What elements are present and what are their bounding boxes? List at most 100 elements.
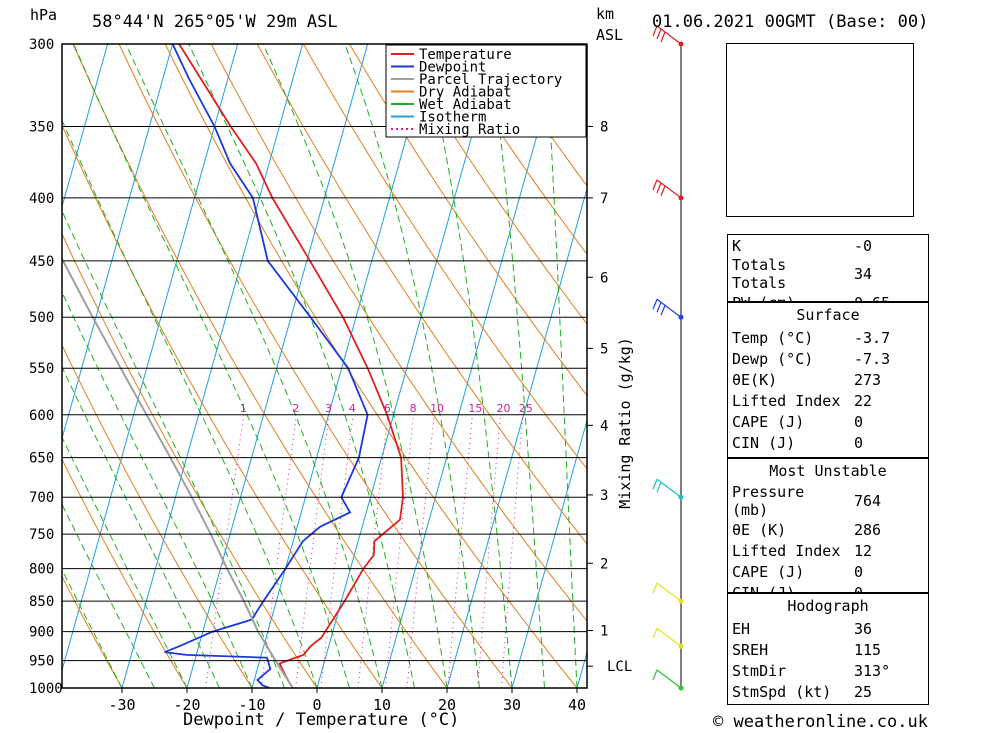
legend-box [385, 44, 587, 138]
isotherm-line [62, 44, 109, 209]
index-value: -7.3 [854, 349, 891, 368]
wet-adiabat-line [188, 44, 415, 688]
hodograph-table: EH 36 SREH 115 StmDir 313° StmSpd (kt) 25 [728, 618, 928, 702]
mixing-ratio-line [205, 414, 245, 688]
asl-label: ASL [596, 26, 624, 44]
mixing-ratio-line [295, 414, 330, 688]
legend-label: Isotherm [419, 110, 486, 126]
index-label: CIN (J) [732, 433, 796, 452]
height-km-label: 5 [600, 341, 608, 357]
index-row: Lifted Index 12 [728, 540, 928, 561]
index-value: 12 [854, 541, 873, 560]
plot-frame [61, 43, 588, 689]
dry-adiabat-line [118, 44, 513, 688]
dry-adiabat-line [395, 44, 587, 325]
mixing-ratio-label: 2 [292, 402, 299, 415]
series-line-temperature [178, 44, 404, 688]
index-label: SREH [732, 640, 769, 659]
x-tick-label: 20 [438, 696, 456, 714]
most-unstable-title: Most Unstable [769, 462, 887, 480]
series-line-dewpoint [164, 44, 369, 688]
surface-panel: Surface Temp (°C) -3.7 Dewp (°C) -7.3 θE(K) 2… [727, 302, 929, 458]
pressure-tick-label: 600 [29, 408, 54, 424]
isotherm-line [121, 44, 304, 688]
index-label: EH [732, 619, 751, 638]
index-label: θE(K) [732, 370, 778, 389]
wind-barb [652, 179, 682, 199]
legend-label: Parcel Trajectory [419, 72, 562, 88]
height-km-label: 7 [600, 191, 608, 207]
dry-adiabat-line [256, 44, 587, 545]
index-label: K [732, 236, 742, 255]
location-title: 58°44'N 265°05'W 29m ASL [92, 12, 338, 32]
height-km-label: 1 [600, 623, 608, 639]
isotherm-line [511, 418, 587, 688]
legend-label: Wet Adiabat [419, 97, 512, 113]
pressure-tick-label: 1000 [29, 681, 63, 697]
pressure-tick-label: 950 [29, 654, 54, 670]
legend-label: Temperature [419, 47, 512, 63]
index-row: StmDir 313° [728, 660, 928, 681]
wind-barb [652, 478, 682, 498]
isotherm-line [381, 44, 564, 688]
index-row: Totals Totals 34 [728, 256, 928, 292]
pressure-tick-label: 850 [29, 594, 54, 610]
index-label: CAPE (J) [732, 562, 805, 581]
height-km-label: 8 [600, 119, 608, 135]
wet-adiabat-line [489, 44, 545, 688]
index-row: Lifted Index 22 [728, 390, 928, 411]
pressure-tick-label: 550 [29, 361, 54, 377]
pressure-tick-label: 750 [29, 527, 54, 543]
x-tick-label: 10 [373, 696, 391, 714]
index-row: K -0 [728, 235, 928, 256]
isotherm-line [251, 44, 434, 688]
mixing-ratio-line [447, 414, 473, 688]
index-row: Dewp (°C) -7.3 [728, 348, 928, 369]
index-label: StmDir [732, 661, 787, 680]
index-value: 0 [854, 433, 864, 452]
km-label: km [596, 5, 615, 23]
height-km-label: 2 [600, 556, 608, 572]
wet-adiabat-line [344, 44, 480, 688]
mixing-ratio-line [384, 414, 415, 688]
index-label: Lifted Index [732, 541, 841, 560]
index-row: θE (K) 286 [728, 519, 928, 540]
index-row: Pressure (mb) 764 [728, 483, 928, 519]
index-row: SREH 115 [728, 639, 928, 660]
index-label: Lifted Index [732, 391, 841, 410]
x-tick-label: 0 [312, 696, 321, 714]
index-label: Totals Totals [732, 256, 787, 292]
pressure-tick-label: 650 [29, 451, 54, 467]
x-tick-label: -20 [173, 696, 200, 714]
wind-barb [652, 582, 682, 602]
pressure-tick-label: 450 [29, 254, 54, 270]
isotherm-line [186, 44, 369, 688]
mixing-ratio-line [320, 414, 354, 688]
most-unstable-table: Pressure (mb) 764 θE (K) 286 Lifted Index 12 C… [728, 483, 928, 603]
index-row: EH 36 [728, 618, 928, 639]
copyright-text[interactable]: © weatheronline.co.uk [713, 712, 928, 732]
x-tick-label: 40 [568, 696, 586, 714]
index-value: 25 [854, 682, 873, 701]
index-label: Temp (°C) [732, 328, 814, 347]
x-tick-label: -10 [238, 696, 265, 714]
mixing-ratio-line [357, 414, 389, 688]
mixing-ratio-label: 20 [497, 402, 511, 415]
wind-barb [652, 669, 682, 689]
pressure-tick-label: 400 [29, 191, 54, 207]
wet-adiabat-line [62, 119, 318, 688]
index-value: 115 [854, 640, 882, 659]
index-row: CAPE (J) 0 [728, 411, 928, 432]
hodograph-panel [726, 43, 914, 217]
dry-adiabat-line [62, 458, 188, 688]
wet-adiabat-line [73, 44, 350, 688]
wind-barb [652, 627, 682, 647]
x-tick-label: 30 [503, 696, 521, 714]
height-km-label: 6 [600, 270, 608, 286]
index-value: 0 [854, 412, 864, 431]
pressure-tick-label: 900 [29, 625, 54, 641]
isotherm-line [316, 44, 499, 688]
pressure-tick-label: 300 [29, 37, 54, 53]
wet-adiabat-line [422, 44, 513, 688]
